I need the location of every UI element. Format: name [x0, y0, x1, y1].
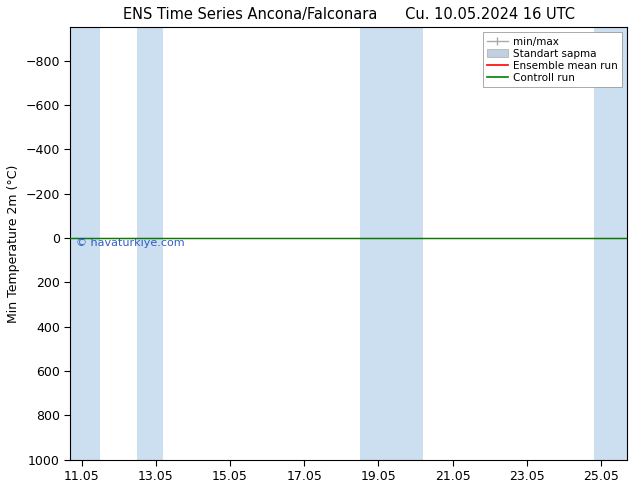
Bar — [593, 27, 627, 460]
Bar — [137, 27, 163, 460]
Title: ENS Time Series Ancona/Falconara      Cu. 10.05.2024 16 UTC: ENS Time Series Ancona/Falconara Cu. 10.… — [123, 7, 575, 22]
Bar — [360, 27, 423, 460]
Y-axis label: Min Temperature 2m (°C): Min Temperature 2m (°C) — [7, 164, 20, 322]
Bar — [70, 27, 100, 460]
Legend: min/max, Standart sapma, Ensemble mean run, Controll run: min/max, Standart sapma, Ensemble mean r… — [482, 32, 622, 87]
Text: © havaturkiye.com: © havaturkiye.com — [76, 238, 184, 248]
